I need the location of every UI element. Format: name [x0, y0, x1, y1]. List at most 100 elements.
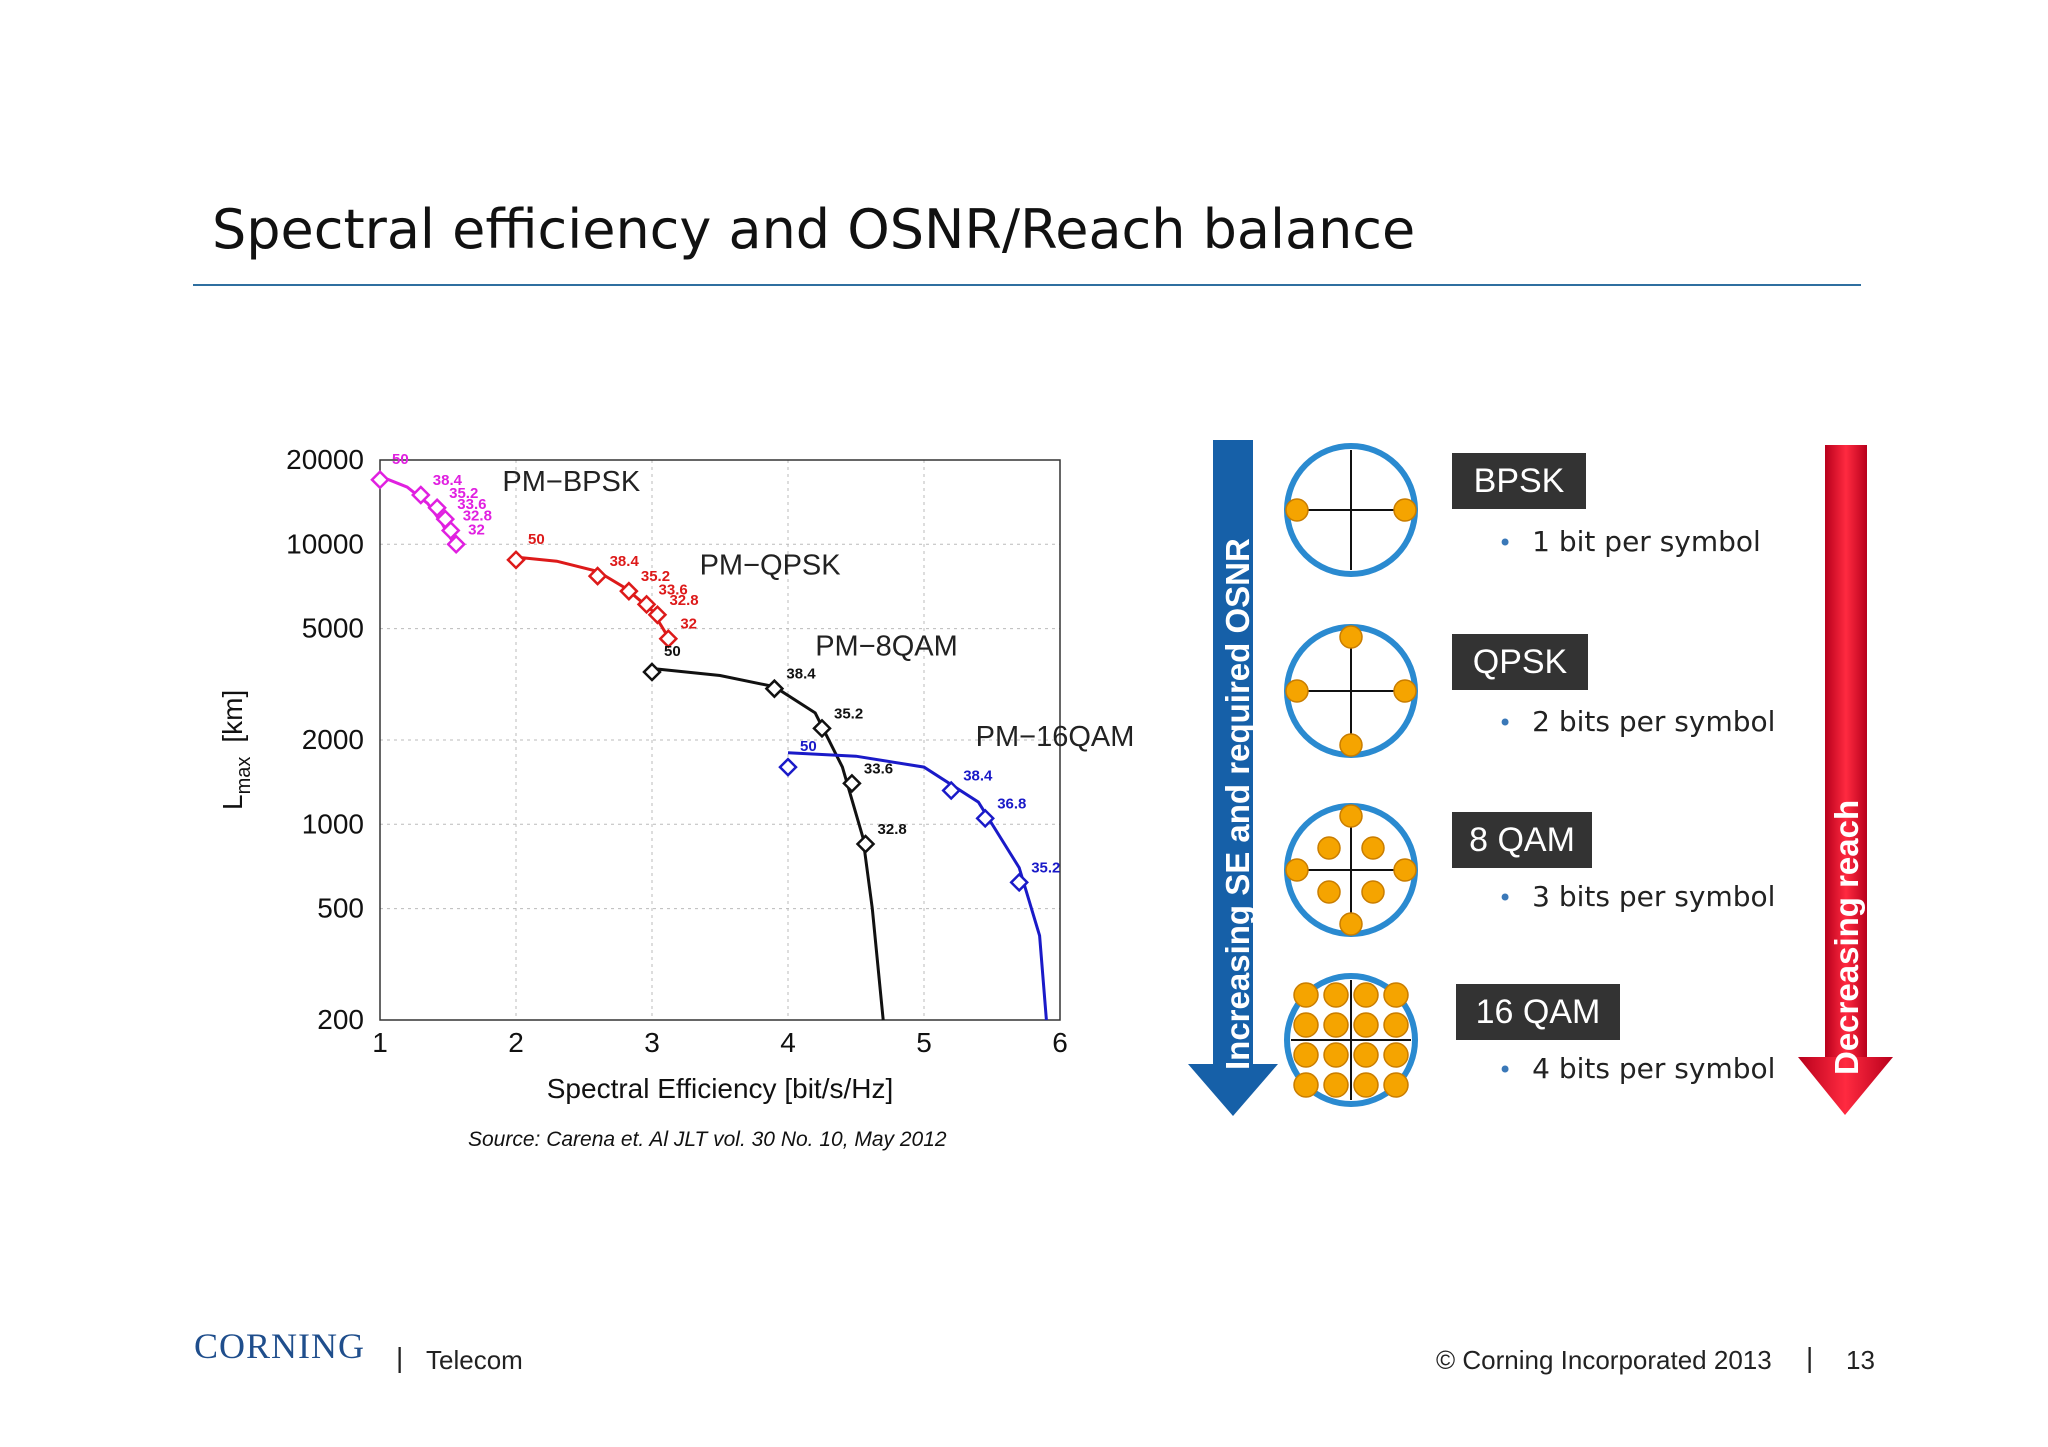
increasing-se-arrow-label: Increasing SE and required OSNR — [1219, 538, 1256, 1070]
bullet-bpsk: • 1 bit per symbol — [1498, 525, 1761, 558]
x-tick-label: 2 — [508, 1027, 524, 1058]
constellation-symbol — [1383, 1072, 1409, 1098]
y-tick-label: 500 — [317, 893, 364, 924]
decreasing-reach-arrow-label: Decreasing reach — [1828, 799, 1865, 1075]
data-point — [1009, 872, 1029, 893]
series-name-label: PM−8QAM — [815, 631, 958, 663]
data-point — [941, 780, 961, 801]
constellation-symbol — [1393, 679, 1417, 703]
data-point — [506, 550, 526, 570]
data-point-label: 38.4 — [786, 666, 816, 683]
y-tick-label: 200 — [317, 1004, 364, 1035]
constellation-symbol — [1393, 858, 1417, 882]
badge-qpsk: QPSK — [1452, 634, 1588, 690]
constellation-symbol — [1293, 1042, 1319, 1068]
data-point — [440, 520, 461, 541]
data-point-label: 38.4 — [963, 768, 993, 785]
x-axis-label: Spectral Efficiency [bit/s/Hz] — [547, 1073, 894, 1104]
series-name-label: PM−16QAM — [976, 721, 1135, 753]
constellation-symbol — [1353, 1072, 1379, 1098]
data-point-label: 38.4 — [433, 472, 463, 489]
constellation-symbol — [1285, 498, 1309, 522]
data-point-label: 32.8 — [463, 508, 492, 525]
footer-division: Telecom — [426, 1345, 523, 1375]
data-point — [411, 485, 431, 505]
constellation-symbol — [1317, 836, 1341, 860]
data-point — [636, 594, 657, 615]
data-point-label: 33.6 — [659, 581, 688, 598]
data-point — [812, 718, 832, 739]
chart-source-note: Source: Carena et. Al JLT vol. 30 No. 10… — [468, 1128, 947, 1151]
constellation-symbol — [1293, 1012, 1319, 1038]
constellation-symbol — [1323, 1042, 1349, 1068]
data-point-label: 35.2 — [449, 485, 478, 502]
data-point — [642, 662, 662, 682]
data-point-label: 33.6 — [457, 496, 486, 513]
data-point — [855, 834, 876, 854]
data-point — [446, 534, 466, 555]
constellation-symbol — [1323, 1072, 1349, 1098]
y-axis-label: Lmax[km] — [217, 690, 255, 810]
constellation-diagrams — [1284, 443, 1418, 1107]
x-tick-label: 4 — [780, 1027, 796, 1058]
constellation-symbol — [1353, 1012, 1379, 1038]
data-point — [370, 469, 390, 490]
constellation-symbol — [1293, 982, 1319, 1008]
constellation-symbol — [1339, 625, 1363, 649]
series-line — [651, 667, 885, 1021]
data-point-label: 32 — [468, 521, 485, 538]
data-point — [764, 678, 785, 699]
constellation-symbol — [1339, 804, 1363, 828]
series-name-label: PM−QPSK — [700, 550, 842, 582]
slide-title: Spectral efficiency and OSNR/Reach balan… — [212, 198, 1416, 261]
y-tick-label: 10000 — [286, 528, 364, 559]
data-point — [778, 757, 798, 777]
constellation-symbol — [1383, 1042, 1409, 1068]
x-tick-label: 6 — [1052, 1027, 1068, 1058]
constellation-symbol — [1353, 1042, 1379, 1068]
corning-logo: CORNING — [194, 1326, 366, 1366]
series-name-label: PM−BPSK — [502, 466, 640, 498]
data-point-label: 35.2 — [641, 568, 670, 585]
constellation-symbol — [1293, 1072, 1319, 1098]
footer-separator-right: | — [1806, 1342, 1814, 1373]
data-point-label: 36.8 — [997, 795, 1026, 812]
data-point — [427, 498, 447, 518]
data-point-label: 32.8 — [878, 821, 907, 838]
page-number: 13 — [1846, 1345, 1875, 1375]
data-point-label: 35.2 — [834, 705, 863, 722]
data-point — [619, 581, 639, 601]
bullet-8qam: • 3 bits per symbol — [1498, 880, 1776, 913]
x-tick-label: 3 — [644, 1027, 660, 1058]
x-tick-label: 1 — [372, 1027, 388, 1058]
constellation-symbol — [1393, 498, 1417, 522]
footer-copyright: © Corning Incorporated 2013 — [1436, 1345, 1772, 1375]
data-point-label: 50 — [664, 643, 681, 660]
y-tick-label: 20000 — [286, 444, 364, 475]
data-point-label: 32 — [680, 616, 697, 633]
plot-frame — [379, 459, 1061, 1021]
data-point-label: 38.4 — [610, 553, 640, 570]
constellation-symbol — [1353, 982, 1379, 1008]
increasing-se-arrow — [1188, 440, 1278, 1116]
data-point-label: 50 — [392, 451, 409, 468]
constellation-symbol — [1383, 982, 1409, 1008]
badge-8qam: 8 QAM — [1452, 812, 1592, 868]
constellation-symbol — [1285, 858, 1309, 882]
data-point-label: 33.6 — [864, 760, 893, 777]
data-point-label: 35.2 — [1031, 859, 1060, 876]
bullet-qpsk: • 2 bits per symbol — [1498, 705, 1776, 738]
constellation-symbol — [1383, 1012, 1409, 1038]
constellation-symbol — [1339, 912, 1363, 936]
constellation-symbol — [1361, 880, 1385, 904]
data-point — [975, 808, 995, 829]
decreasing-reach-arrow — [1798, 445, 1893, 1115]
constellation-symbol — [1285, 679, 1309, 703]
footer-separator: | — [396, 1342, 404, 1373]
constellation-symbol — [1317, 880, 1341, 904]
data-point-label: 50 — [800, 738, 817, 755]
series-line — [787, 751, 1048, 1021]
bullet-16qam: • 4 bits per symbol — [1498, 1052, 1776, 1085]
constellation-symbol — [1339, 733, 1363, 757]
badge-bpsk: BPSK — [1452, 453, 1586, 509]
